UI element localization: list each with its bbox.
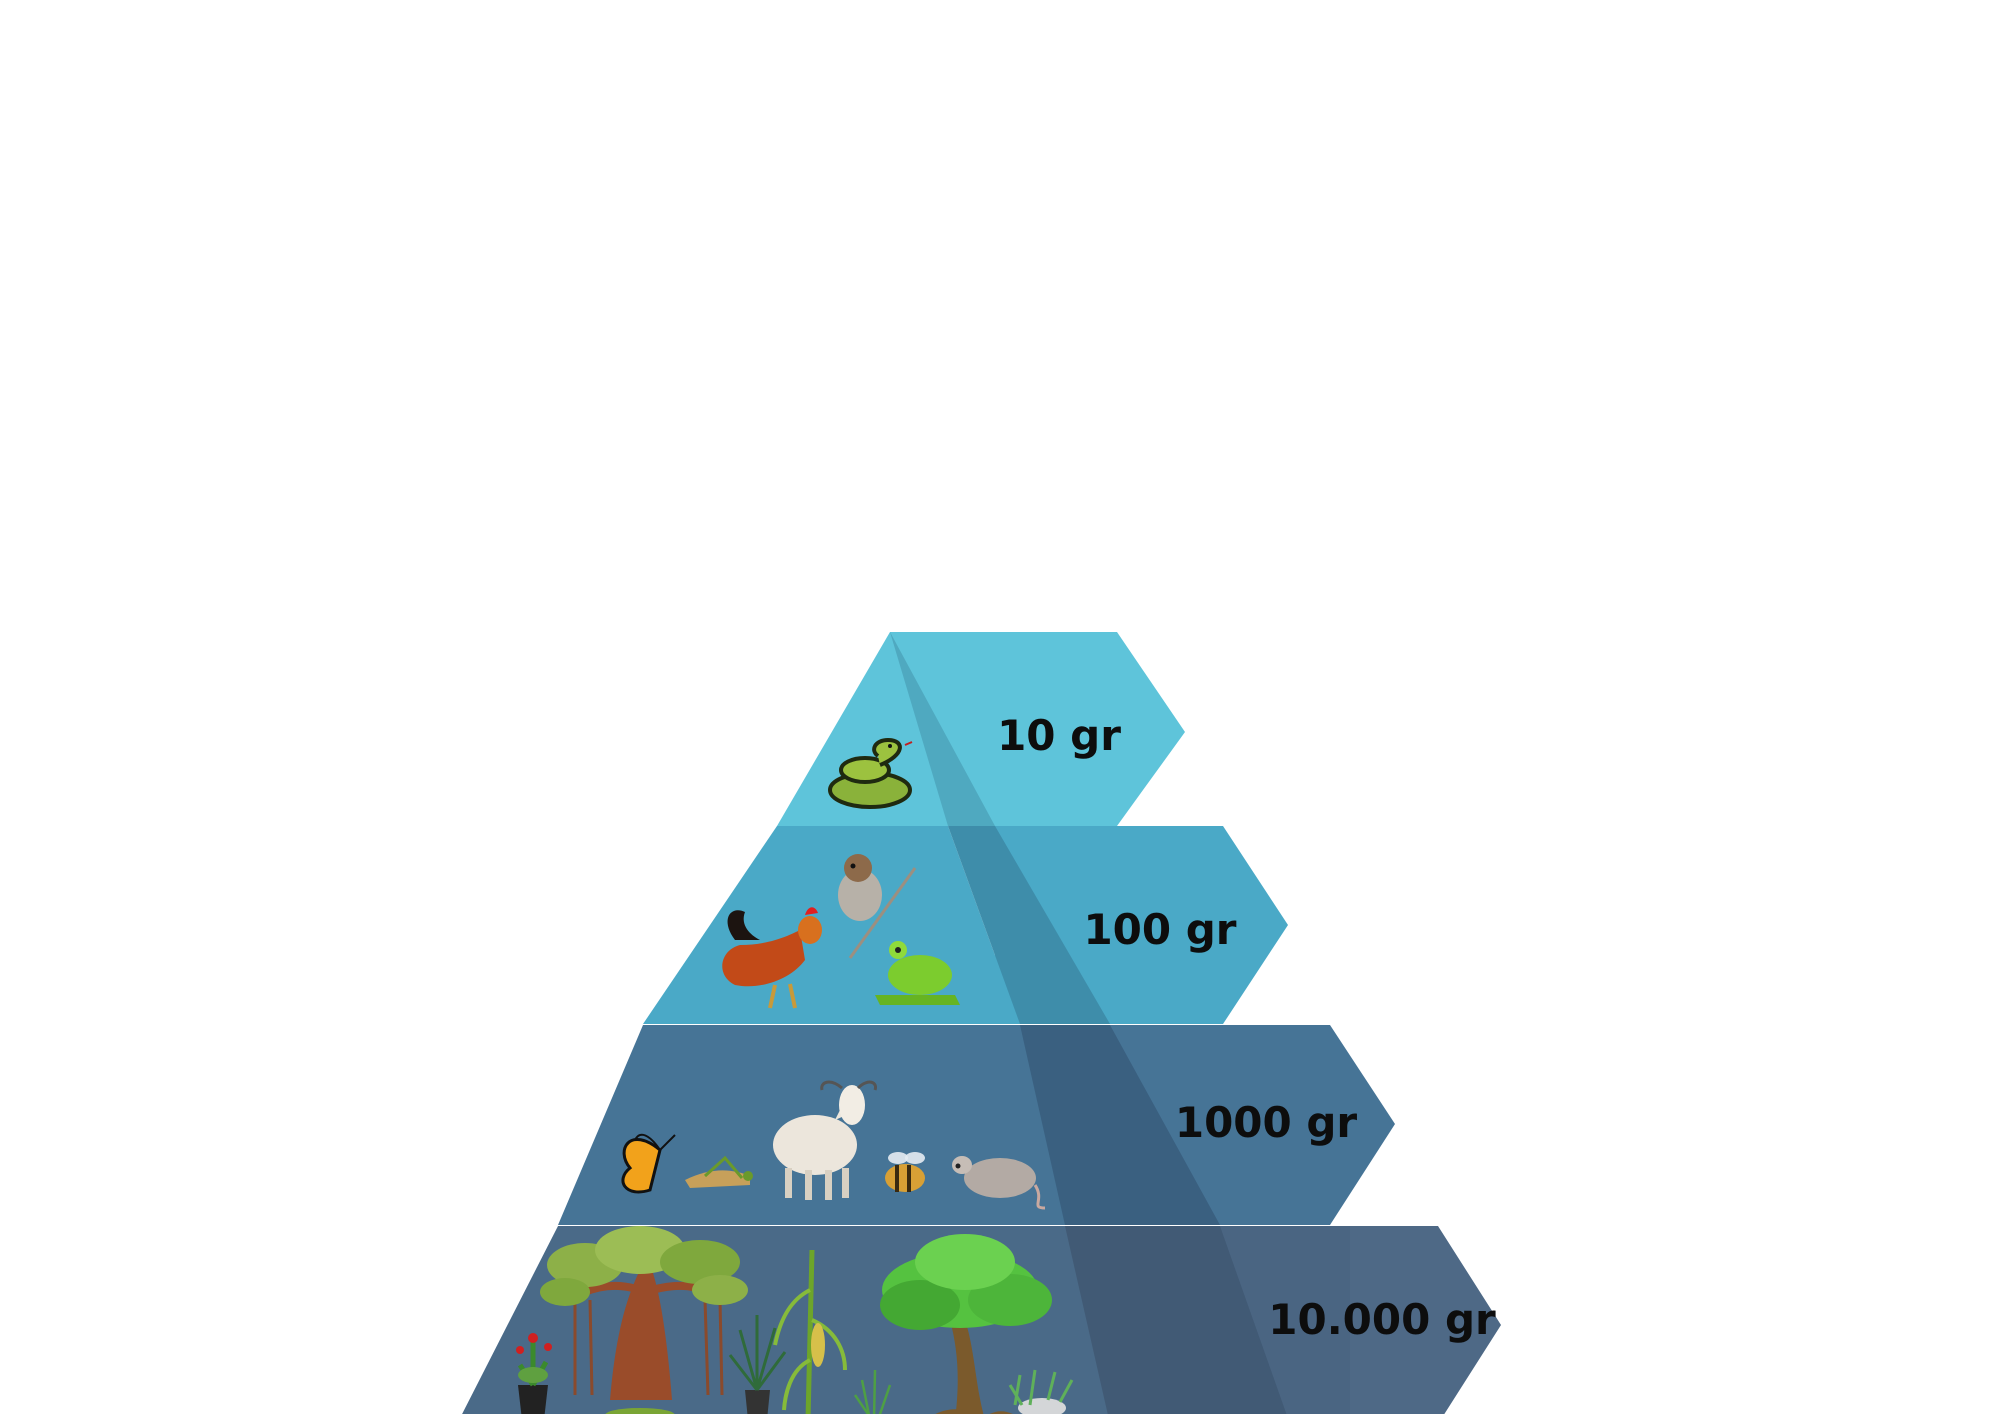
pyramid-level-top: 10 gr: [777, 632, 1185, 826]
sparrow-icon: [838, 854, 917, 959]
rooster-icon: [722, 907, 822, 1009]
level-lower-middle-label: 1000 gr: [1175, 1098, 1358, 1147]
grasshopper-icon: [685, 1155, 753, 1188]
level-top-face: [777, 632, 948, 826]
reeds-icon: [853, 1369, 892, 1414]
level-top-label: 10 gr: [997, 711, 1121, 760]
snake-icon: [828, 737, 913, 809]
level-base-label: 10.000 gr: [1268, 1295, 1496, 1344]
mouse-icon: [952, 1156, 1046, 1210]
level-base-shade: [1065, 1226, 1287, 1414]
potted-grass-icon: [728, 1315, 787, 1414]
level-upper-middle-label: 100 gr: [1083, 905, 1236, 954]
level-lower-middle-shade: [1020, 1025, 1220, 1225]
frog-icon: [875, 941, 960, 1005]
level-upper-middle-shade: [948, 826, 1110, 1024]
pyramid-level-upper-middle: 100 gr: [643, 826, 1288, 1024]
butterfly-icon: [621, 1133, 676, 1194]
potted-flower-icon: [516, 1333, 552, 1414]
goat-icon: [773, 1080, 878, 1200]
pyramid-level-lower-middle: 1000 gr: [558, 1025, 1395, 1225]
level-top-shade: [890, 632, 995, 826]
level-base-arrow-gradient: [1220, 1226, 1350, 1414]
green-tree-icon: [880, 1234, 1052, 1414]
corn-plant-icon: [773, 1249, 847, 1414]
bee-icon: [885, 1152, 925, 1192]
banyan-tree-icon: [540, 1226, 748, 1414]
grass-rock-icon: [1008, 1369, 1074, 1414]
pyramid-level-base: 10.000 gr: [462, 1226, 1501, 1414]
